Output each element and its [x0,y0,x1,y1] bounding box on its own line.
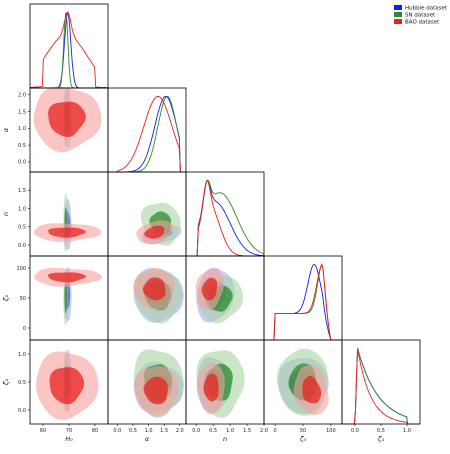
xtick-label-alpha-3: 1.5 [160,428,168,434]
marginal-line-n-0 [186,179,265,257]
x-axis-label-zeta1: ζ₁ [377,435,385,443]
contour-68-H0-zeta0-2 [47,272,86,283]
xtick-label-zeta1-0: 0.0 [351,428,359,434]
xtick-label-zeta1-1: 0.5 [377,428,385,434]
marginal-line-zeta1-1 [342,348,420,425]
ytick-label-n-2: 1.0 [18,206,26,212]
xtick-label-H0-2: 80 [92,428,98,434]
xtick-label-n-4: 2.0 [260,428,268,434]
panel-frame-3-3 [263,255,343,341]
contour-68-H0-n-2 [48,227,86,238]
legend-label-1: SN dataset [405,13,436,19]
ytick-label-zeta1-2: 1.0 [18,352,26,358]
legend-label-0: Hubble dataset [405,6,448,12]
y-axis-label-alpha: α [2,127,10,132]
xtick-label-n-3: 1.5 [243,428,251,434]
marginal-line-zeta0-2 [264,263,342,341]
ytick-label-alpha-3: 1.5 [18,109,26,115]
ytick-label-zeta0-2: 100 [16,266,26,272]
ytick-label-zeta0-0: 0 [23,326,26,332]
marginal-line-zeta1-0 [342,348,420,425]
ytick-label-alpha-2: 1.0 [18,126,26,132]
xtick-label-H0-0: 60 [40,428,46,434]
marginal-line-H0-2 [30,11,108,89]
marginal-line-zeta1-2 [342,348,420,425]
contour-68-alpha-n-2 [144,225,165,239]
x-axis-label-zeta0: ζ₀ [299,435,307,443]
xtick-label-alpha-2: 1.0 [145,428,153,434]
y-axis-label-n: n [2,212,10,216]
y-axis-label-zeta1: ζ₁ [2,379,10,387]
contour-68-zeta0-zeta1-2 [302,376,322,404]
xtick-label-zeta0-2: 100 [326,428,336,434]
xtick-label-n-1: 0.5 [209,428,217,434]
x-axis-label-H0: H₀ [65,435,73,443]
contour-68-n-zeta0-2 [201,277,218,301]
contour-68-n-zeta1-2 [203,373,219,402]
xtick-label-zeta0-1: 50 [300,428,306,434]
y-axis-label-zeta0: ζ₀ [2,295,10,303]
xtick-label-zeta0-0: 0 [274,428,277,434]
x-axis-label-n: n [223,435,227,443]
xtick-label-alpha-1: 0.5 [129,428,137,434]
ytick-label-n-3: 1.5 [18,188,26,194]
ytick-label-zeta0-1: 50 [20,296,26,302]
contour-68-H0-zeta0-1 [64,283,68,314]
xtick-label-n-0: 0.0 [192,428,200,434]
legend-label-2: BAO dataset [405,20,440,26]
ytick-label-n-0: 0.0 [18,243,26,249]
contour-68-alpha-zeta0-2 [142,277,166,301]
x-axis-label-alpha: α [145,435,150,443]
legend-swatch-2 [394,19,402,24]
marginal-line-alpha-2 [108,95,186,173]
ytick-label-n-1: 0.5 [18,225,26,231]
xtick-label-alpha-0: 0.0 [113,428,121,434]
ytick-label-alpha-1: 0.5 [18,143,26,149]
marginal-line-zeta0-0 [264,263,342,341]
marginal-line-H0-0 [30,10,108,89]
ytick-label-zeta1-0: 0.0 [18,408,26,414]
xtick-label-zeta1-2: 1.0 [403,428,411,434]
contour-68-H0-alpha-2 [48,101,86,137]
ytick-label-alpha-4: 2.0 [18,93,26,99]
legend-swatch-0 [394,5,402,10]
contour-68-H0-zeta1-2 [49,367,85,405]
legend-swatch-1 [394,12,402,17]
ytick-label-zeta1-1: 0.5 [18,380,26,386]
marginal-line-n-2 [186,179,264,257]
xtick-label-n-2: 1.0 [226,428,234,434]
panel-frame-1-1 [107,87,187,173]
xtick-label-H0-1: 70 [66,428,72,434]
xtick-label-alpha-4: 2.0 [176,428,184,434]
ytick-label-alpha-0: 0.0 [18,160,26,166]
contour-68-alpha-zeta1-2 [143,376,168,405]
